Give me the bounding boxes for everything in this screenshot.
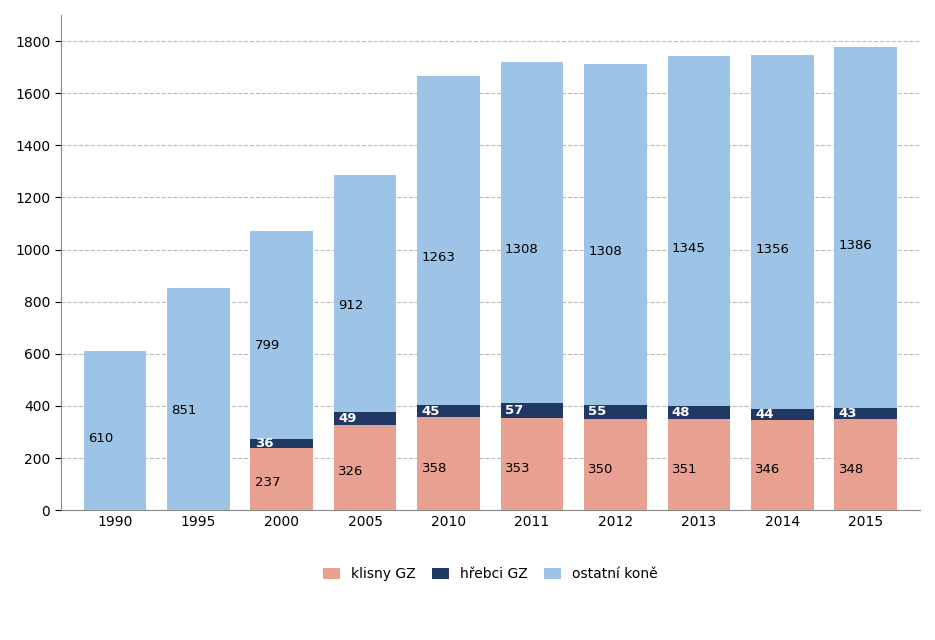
Text: 351: 351 — [671, 463, 698, 476]
Text: 912: 912 — [338, 299, 364, 312]
Text: 358: 358 — [422, 461, 447, 475]
Text: 326: 326 — [338, 465, 364, 479]
Bar — [251, 439, 313, 449]
Bar — [251, 231, 313, 439]
Bar — [83, 351, 146, 510]
Text: 1308: 1308 — [505, 243, 539, 257]
Text: 1345: 1345 — [671, 242, 706, 255]
Text: 1308: 1308 — [588, 244, 622, 258]
Text: 44: 44 — [755, 408, 774, 420]
Bar — [668, 406, 730, 419]
Text: 1386: 1386 — [839, 239, 872, 252]
Bar — [751, 55, 813, 408]
Bar — [167, 289, 230, 510]
Text: 610: 610 — [88, 432, 113, 445]
Bar — [584, 419, 647, 510]
Bar — [417, 405, 480, 417]
Text: 851: 851 — [171, 404, 196, 417]
Bar — [334, 425, 396, 510]
Bar — [334, 175, 396, 412]
Bar — [834, 47, 897, 408]
Bar — [834, 408, 897, 419]
Bar — [501, 418, 563, 510]
Text: 353: 353 — [505, 462, 530, 476]
Bar — [417, 76, 480, 405]
Text: 48: 48 — [671, 406, 690, 419]
Text: 49: 49 — [338, 412, 356, 426]
Bar — [584, 404, 647, 419]
Text: 346: 346 — [755, 463, 781, 476]
Text: 36: 36 — [254, 437, 273, 450]
Text: 45: 45 — [422, 404, 439, 417]
Legend: klisny GZ, hřebci GZ, ostatní koně: klisny GZ, hřebci GZ, ostatní koně — [318, 562, 663, 587]
Text: 55: 55 — [588, 405, 607, 419]
Bar — [251, 449, 313, 510]
Bar — [417, 417, 480, 510]
Bar — [668, 56, 730, 406]
Text: 237: 237 — [254, 476, 280, 489]
Bar — [584, 64, 647, 404]
Bar — [834, 419, 897, 510]
Text: 350: 350 — [588, 463, 613, 476]
Bar — [668, 419, 730, 510]
Text: 57: 57 — [505, 404, 524, 417]
Bar — [501, 403, 563, 418]
Text: 1263: 1263 — [422, 250, 455, 264]
Bar — [501, 63, 563, 403]
Bar — [334, 412, 396, 425]
Text: 348: 348 — [839, 463, 864, 476]
Text: 43: 43 — [839, 408, 857, 420]
Text: 1356: 1356 — [755, 243, 789, 256]
Text: 799: 799 — [254, 339, 280, 352]
Bar — [751, 408, 813, 420]
Bar — [751, 420, 813, 510]
